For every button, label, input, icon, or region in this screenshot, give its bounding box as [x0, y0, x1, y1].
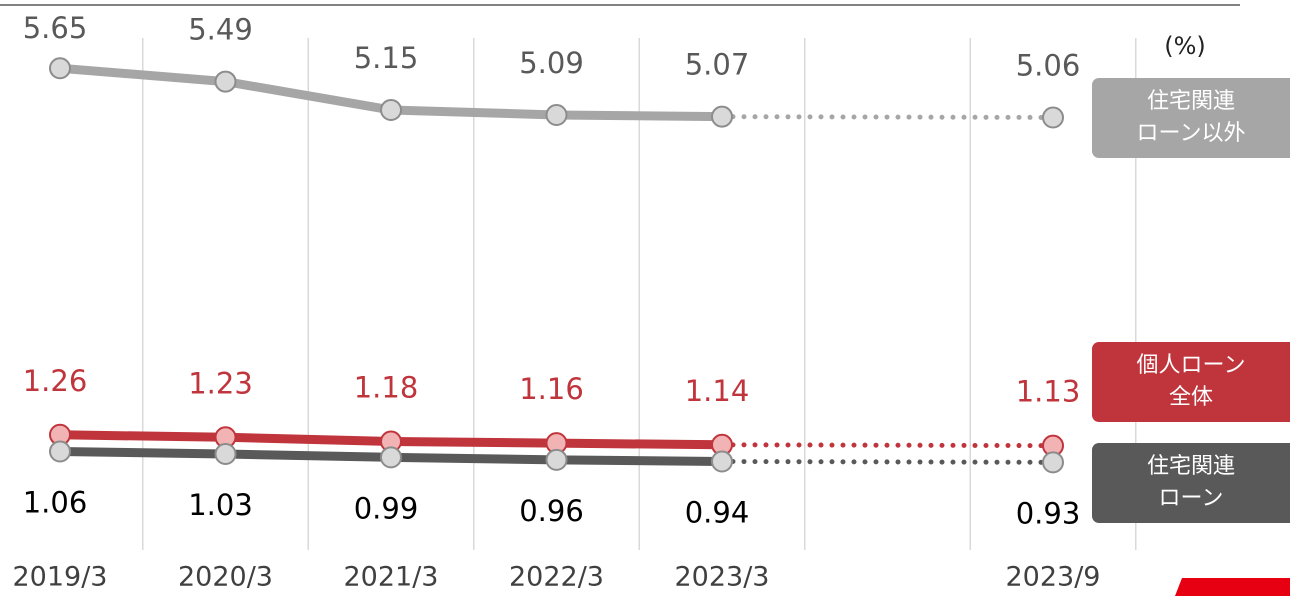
- series: 1.26 1.23 1.18 1.16 1.14 1.13: [23, 364, 1081, 457]
- point: [545, 103, 568, 126]
- value-label: 1.03: [188, 488, 253, 522]
- value-label: 1.26: [23, 364, 88, 398]
- series: 5.65 5.49 5.15 5.09 5.07 5.06: [23, 11, 1081, 129]
- legend-label: 個人ローン 全体: [1092, 342, 1290, 422]
- unit-label: (%): [1164, 32, 1206, 60]
- value-label: 5.06: [1016, 48, 1081, 82]
- value-label: 0.94: [685, 496, 750, 530]
- legend-label: 住宅関連 ローン以外: [1092, 78, 1290, 158]
- value-label: 1.13: [1016, 375, 1081, 409]
- gap-connector: [719, 114, 1056, 120]
- corner-decoration: [1175, 578, 1290, 596]
- value-label: 5.09: [519, 46, 584, 80]
- x-tick-label: 2023/3: [675, 562, 770, 593]
- value-label: 1.06: [23, 485, 88, 519]
- point: [1042, 451, 1064, 474]
- point: [1042, 106, 1064, 129]
- point: [49, 440, 71, 463]
- point: [711, 105, 733, 128]
- value-label: 5.15: [354, 41, 419, 75]
- point: [380, 98, 402, 121]
- x-tick-label: 2023/9: [1006, 562, 1101, 593]
- point: [711, 450, 733, 473]
- value-label: 0.99: [354, 491, 419, 525]
- x-tick-label: 2019/3: [13, 562, 108, 593]
- x-tick-label: 2020/3: [178, 562, 273, 593]
- legend-label: 住宅関連 ローン: [1092, 443, 1290, 523]
- gap-connector: [719, 459, 1056, 465]
- point: [214, 442, 237, 465]
- point: [214, 70, 237, 93]
- gap-connector: [719, 442, 1056, 449]
- value-label: 0.93: [1016, 496, 1081, 530]
- value-label: 5.65: [23, 11, 88, 45]
- value-label: 5.07: [685, 48, 750, 82]
- value-label: 5.49: [188, 13, 253, 47]
- value-label: 1.14: [685, 374, 750, 408]
- point: [380, 446, 402, 469]
- value-label: 1.23: [188, 366, 253, 400]
- series: 1.06 1.03 0.99 0.96 0.94 0.93: [23, 440, 1081, 530]
- value-label: 1.16: [519, 372, 584, 406]
- point: [545, 448, 568, 471]
- point: [49, 57, 71, 80]
- x-tick-label: 2022/3: [509, 562, 604, 593]
- x-tick-label: 2021/3: [344, 562, 439, 593]
- value-label: 0.96: [519, 494, 584, 528]
- value-label: 1.18: [354, 370, 419, 404]
